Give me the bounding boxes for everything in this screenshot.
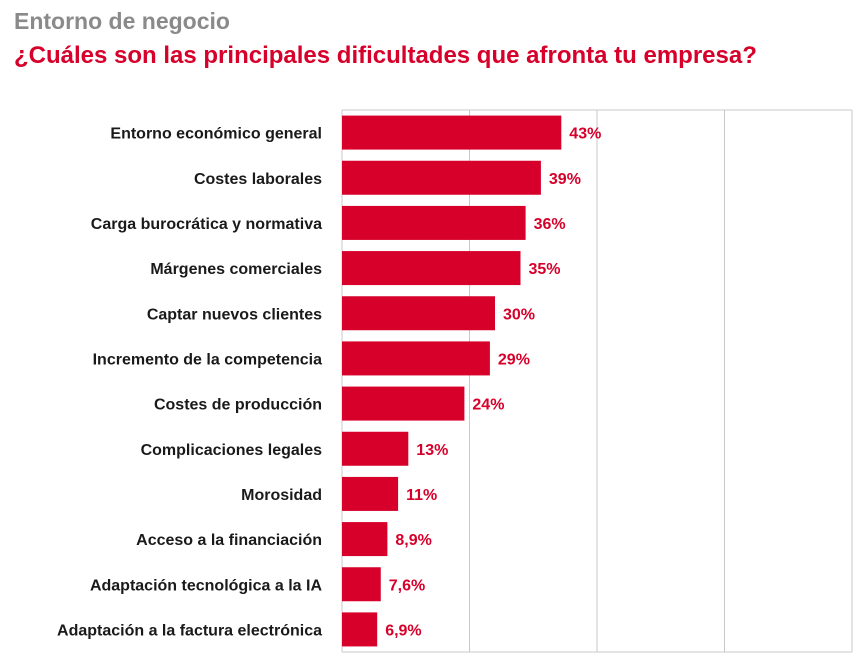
category-label-6: Costes de producción bbox=[154, 397, 322, 414]
value-label-3: 35% bbox=[529, 261, 561, 278]
value-label-2: 36% bbox=[534, 216, 566, 233]
value-label-1: 39% bbox=[549, 171, 581, 188]
bar-7 bbox=[342, 431, 409, 466]
value-label-7: 13% bbox=[416, 442, 448, 459]
bar-11 bbox=[342, 612, 378, 647]
value-label-5: 29% bbox=[498, 351, 530, 368]
bar-6 bbox=[342, 386, 465, 421]
bar-10 bbox=[342, 567, 381, 602]
value-label-6: 24% bbox=[472, 397, 504, 414]
category-label-11: Adaptación a la factura electrónica bbox=[57, 622, 322, 639]
value-label-11: 6,9% bbox=[385, 622, 421, 639]
category-label-4: Captar nuevos clientes bbox=[147, 306, 322, 323]
category-label-5: Incremento de la competencia bbox=[93, 351, 323, 368]
bar-8 bbox=[342, 476, 399, 511]
value-label-4: 30% bbox=[503, 306, 535, 323]
value-label-0: 43% bbox=[569, 126, 601, 143]
value-label-9: 8,9% bbox=[395, 532, 431, 549]
section-kicker: Entorno de negocio bbox=[14, 8, 230, 34]
category-label-0: Entorno económico general bbox=[110, 126, 322, 143]
category-label-2: Carga burocrática y normativa bbox=[91, 216, 322, 233]
bar-1 bbox=[342, 160, 541, 195]
category-label-10: Adaptación tecnológica a la IA bbox=[90, 577, 322, 594]
bar-9 bbox=[342, 522, 388, 557]
bar-4 bbox=[342, 296, 495, 331]
chart-title: ¿Cuáles son las principales dificultades… bbox=[14, 42, 757, 69]
bar-2 bbox=[342, 205, 526, 240]
category-label-8: Morosidad bbox=[241, 487, 322, 504]
bar-5 bbox=[342, 341, 490, 376]
value-label-10: 7,6% bbox=[389, 577, 425, 594]
bar-3 bbox=[342, 251, 521, 286]
value-label-8: 11% bbox=[406, 487, 437, 504]
category-label-9: Acceso a la financiación bbox=[136, 532, 322, 549]
category-label-7: Complicaciones legales bbox=[141, 442, 323, 459]
category-label-1: Costes laborales bbox=[194, 171, 322, 188]
bar-0 bbox=[342, 115, 562, 150]
category-label-3: Márgenes comerciales bbox=[150, 261, 322, 278]
